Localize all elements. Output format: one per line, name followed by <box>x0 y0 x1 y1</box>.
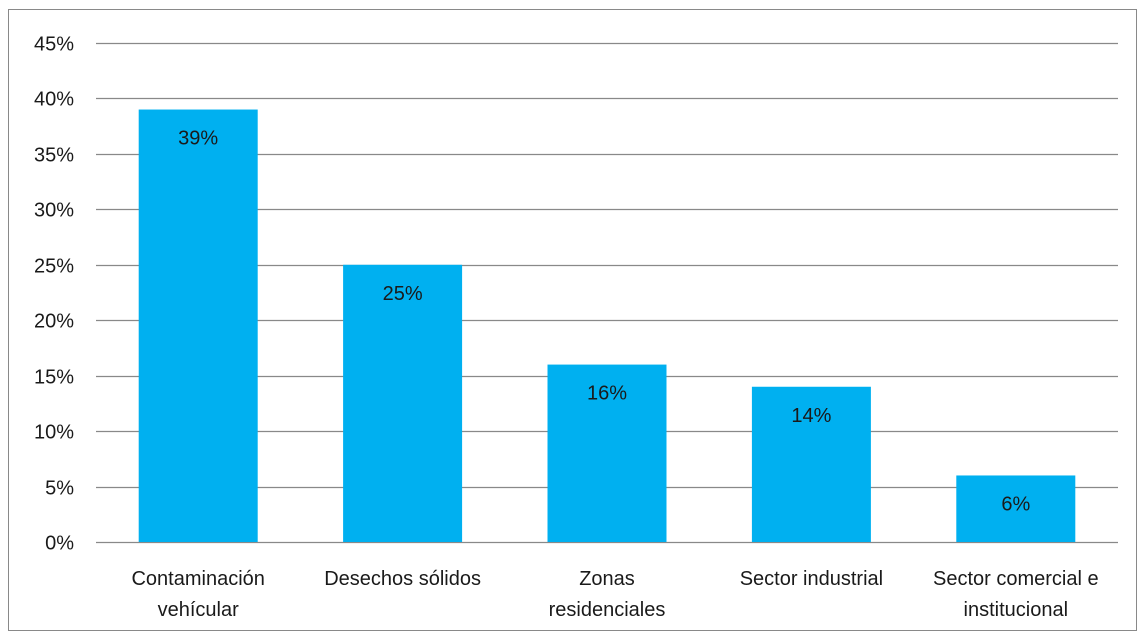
y-tick-label: 15% <box>34 367 74 389</box>
y-tick-label: 0% <box>45 533 74 555</box>
y-tick-label: 10% <box>34 422 74 444</box>
y-tick-label: 20% <box>34 311 74 333</box>
x-category-label-line: Sector industrial <box>740 568 883 590</box>
x-category-label-line: Sector comercial e <box>933 568 1099 590</box>
x-category-label-line: Contaminación <box>131 568 264 590</box>
bar <box>751 386 871 542</box>
bar <box>138 109 258 543</box>
y-tick-label: 25% <box>34 256 74 278</box>
data-label: 14% <box>791 405 831 427</box>
x-category-label: Sector industrial <box>740 568 883 590</box>
y-tick-label: 30% <box>34 200 74 222</box>
bar <box>956 475 1076 542</box>
x-category-label-line: vehícular <box>158 599 239 621</box>
y-tick-label: 35% <box>34 145 74 167</box>
x-category-label: Sector comercial e institucional <box>933 568 1099 621</box>
x-category-label-line: institucional <box>964 599 1069 621</box>
data-label: 39% <box>178 128 218 150</box>
y-tick-label: 5% <box>45 478 74 500</box>
x-category-label-line: residenciales <box>549 599 666 621</box>
y-tick-label: 45% <box>34 34 74 56</box>
y-tick-label: 40% <box>34 89 74 111</box>
x-category-label: Zonas residenciales <box>549 568 666 621</box>
x-category-label-line: Desechos sólidos <box>324 568 481 590</box>
data-label: 6% <box>1001 493 1030 515</box>
bar <box>343 264 463 542</box>
x-category-label: Contaminación vehícular <box>131 568 264 621</box>
data-label: 25% <box>383 283 423 305</box>
data-label: 16% <box>587 383 627 405</box>
x-category-label-line: Zonas <box>579 568 635 590</box>
x-category-label: Desechos sólidos <box>324 568 481 590</box>
bar <box>547 364 667 542</box>
